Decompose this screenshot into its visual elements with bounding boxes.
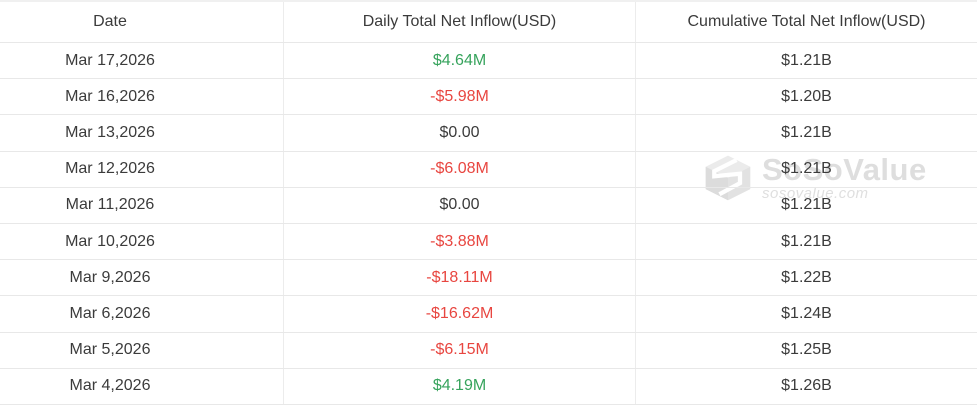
header-date: Date <box>93 13 127 30</box>
daily-inflow-cell: $0.00 <box>283 115 635 151</box>
daily-inflow-cell: -$16.62M <box>283 296 635 332</box>
date-cell: Mar 17,2026 <box>65 51 155 69</box>
cumulative-inflow-cell: $1.25B <box>635 332 977 368</box>
daily-inflow-cell: -$3.88M <box>283 223 635 260</box>
daily-inflow-cell: $4.19M <box>283 368 635 404</box>
table-row: Mar 6,2026 -$16.62M $1.24B <box>0 296 977 333</box>
table-row: Mar 10,2026 -$3.88M $1.21B <box>0 223 977 261</box>
cumulative-inflow-cell: $1.24B <box>635 296 977 332</box>
table-row: Mar 13,2026 $0.00 $1.21B <box>0 115 977 152</box>
table-body: Mar 17,2026 $4.64M $1.21B Mar 16,2026 -$… <box>0 43 977 405</box>
daily-inflow-cell: -$5.98M <box>283 79 635 115</box>
table-row: Mar 4,2026 $4.19M $1.26B <box>0 368 977 405</box>
table-row: Mar 9,2026 -$18.11M $1.22B <box>0 260 977 297</box>
table-row: Mar 17,2026 $4.64M $1.21B <box>0 43 977 80</box>
watermark-domain: sosovalue.com <box>762 185 869 202</box>
header-daily-net-inflow: Daily Total Net Inflow(USD) <box>283 2 635 42</box>
date-cell: Mar 11,2026 <box>65 196 155 214</box>
cumulative-inflow-cell: $1.26B <box>635 368 977 404</box>
daily-inflow-cell: -$18.11M <box>283 260 635 296</box>
cumulative-inflow-cell: $1.21B <box>635 151 977 187</box>
daily-inflow-cell: $0.00 <box>283 187 635 223</box>
cumulative-inflow-cell: $1.21B <box>635 43 977 79</box>
table-row: Mar 5,2026 -$6.15M $1.25B <box>0 332 977 369</box>
cumulative-inflow-cell: $1.21B <box>635 223 977 260</box>
date-cell: Mar 10,2026 <box>65 232 155 250</box>
sosovalue-cube-icon <box>705 155 751 201</box>
sosovalue-watermark: SoSoValue sosovalue.com <box>702 154 927 202</box>
cumulative-inflow-cell: $1.21B <box>635 115 977 151</box>
watermark-brand: SoSoValue <box>762 152 927 187</box>
daily-inflow-cell: $4.64M <box>283 43 635 79</box>
watermark-text: SoSoValue sosovalue.com <box>762 152 927 202</box>
date-cell: Mar 5,2026 <box>69 341 151 359</box>
table-row: Mar 16,2026 -$5.98M $1.20B <box>0 79 977 116</box>
daily-inflow-cell: -$6.15M <box>283 332 635 368</box>
cumulative-inflow-cell: $1.20B <box>635 79 977 115</box>
table-row: Mar 11,2026 $0.00 $1.21B <box>0 187 977 224</box>
daily-inflow-cell: -$6.08M <box>283 151 635 187</box>
header-cumulative-net-inflow: Cumulative Total Net Inflow(USD) <box>635 2 977 42</box>
date-cell: Mar 4,2026 <box>69 377 151 395</box>
date-cell: Mar 13,2026 <box>65 123 155 141</box>
date-cell: Mar 12,2026 <box>65 160 155 178</box>
cumulative-inflow-cell: $1.22B <box>635 260 977 296</box>
cumulative-inflow-cell: $1.21B <box>635 187 977 223</box>
table-header-row: Date Daily Total Net Inflow(USD) Cumulat… <box>0 2 977 43</box>
date-cell: Mar 6,2026 <box>69 304 151 322</box>
date-cell: Mar 9,2026 <box>69 268 151 286</box>
table-row: Mar 12,2026 -$6.08M $1.21B <box>0 151 977 188</box>
date-cell: Mar 16,2026 <box>65 87 155 105</box>
